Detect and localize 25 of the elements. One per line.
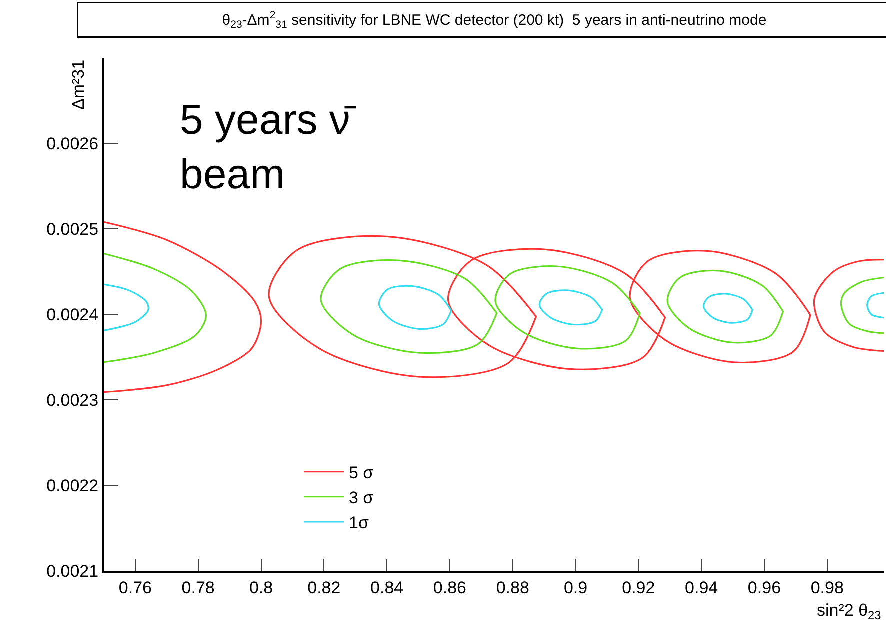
x-tick-label: 0.84 [370,578,404,598]
annotation: 5 years ν̄ beam [180,96,356,198]
y-tick-label: 0.0024 [46,305,99,324]
x-tick-label: 0.96 [748,578,782,598]
x-tick-label: 0.8 [249,578,274,598]
y-tick-label: 0.0022 [46,476,99,496]
y-tick-label: 0.0021 [46,562,99,581]
legend-label: 1σ [349,514,370,533]
legend-label: 5 σ [349,463,374,482]
x-tick-label: 0.92 [622,578,656,598]
x-tick-label: 0.82 [308,578,341,598]
x-tick-label: 0.88 [496,578,530,598]
y-tick-label: 0.0023 [46,390,99,410]
y-axis-title: Δm²31 [69,60,88,110]
x-tick-label: 0.9 [564,578,588,598]
x-tick-label: 0.78 [182,578,215,598]
chart-title: θ$_{23}$-Δm$^{2}$$_{31}$ sensitivity for LBNE WC detector (200 kt) 5 years in anti-neutrino mode [222,10,767,31]
legend-label: 3 σ [349,488,374,508]
x-tick-label: 0.76 [118,578,152,598]
x-tick-label: 0.86 [433,578,467,598]
x-axis-title: sin²2 θ$_{23}$ [817,601,882,623]
x-tick-label: 0.98 [810,578,844,598]
y-tick-label: 0.0025 [46,220,99,239]
x-tick-label: 0.94 [685,578,718,598]
y-tick-label: 0.0026 [46,134,99,154]
